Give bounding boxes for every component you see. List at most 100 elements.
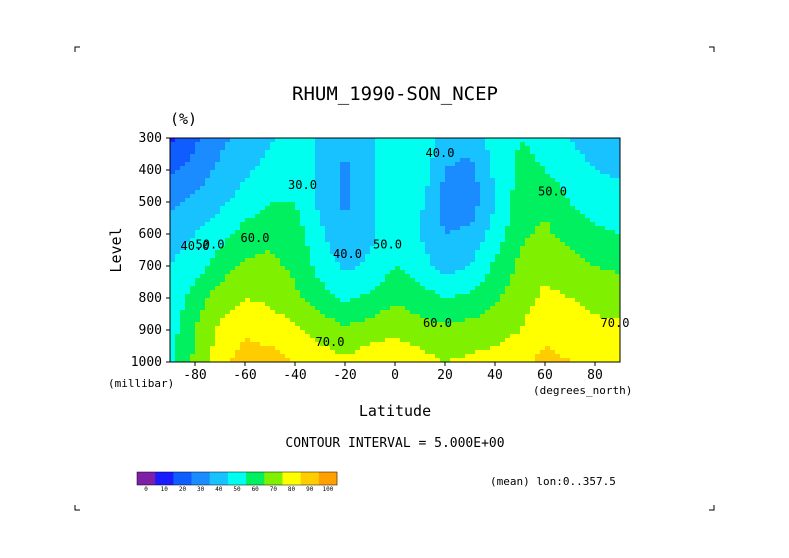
contour-cell: [590, 282, 596, 287]
contour-cell: [335, 238, 341, 243]
contour-cell: [590, 142, 596, 147]
contour-cell: [610, 150, 616, 155]
contour-cell: [210, 234, 216, 239]
contour-cell: [355, 238, 361, 243]
contour-cell: [345, 178, 351, 183]
contour-cell: [390, 274, 396, 279]
contour-cell: [570, 262, 576, 267]
contour-cell: [605, 282, 611, 287]
contour-cell: [310, 334, 316, 339]
contour-cell: [235, 334, 241, 339]
contour-cell: [520, 174, 526, 179]
contour-cell: [590, 146, 596, 151]
contour-cell: [460, 270, 466, 275]
contour-cell: [410, 262, 416, 267]
contour-cell: [295, 170, 301, 175]
contour-cell: [360, 174, 366, 179]
contour-cell: [300, 338, 306, 343]
contour-cell: [360, 290, 366, 295]
contour-cell: [225, 294, 231, 299]
contour-cell: [420, 174, 426, 179]
contour-cell: [220, 262, 226, 267]
contour-cell: [325, 142, 331, 147]
contour-cell: [190, 262, 196, 267]
contour-cell: [370, 254, 376, 259]
contour-cell: [560, 246, 566, 251]
contour-cell: [510, 154, 516, 159]
contour-cell: [360, 282, 366, 287]
contour-cell: [410, 258, 416, 263]
contour-cell: [210, 210, 216, 215]
contour-cell: [575, 186, 581, 191]
contour-cell: [210, 254, 216, 259]
contour-cell: [220, 142, 226, 147]
contour-cell: [245, 354, 251, 359]
contour-cell: [400, 226, 406, 231]
contour-cell: [530, 330, 536, 335]
contour-cell: [460, 210, 466, 215]
contour-cell: [250, 322, 256, 327]
contour-cell: [460, 246, 466, 251]
contour-cell: [565, 174, 571, 179]
contour-cell: [180, 242, 186, 247]
contour-cell: [390, 214, 396, 219]
contour-cell: [435, 294, 441, 299]
contour-cell: [250, 254, 256, 259]
contour-cell: [320, 242, 326, 247]
contour-cell: [425, 154, 431, 159]
contour-cell: [485, 146, 491, 151]
contour-cell: [270, 274, 276, 279]
contour-cell: [455, 190, 461, 195]
contour-cell: [215, 270, 221, 275]
contour-cell: [595, 294, 601, 299]
contour-cell: [225, 154, 231, 159]
contour-cell: [395, 246, 401, 251]
contour-cell: [255, 358, 261, 363]
contour-cell: [535, 350, 541, 355]
contour-cell: [290, 314, 296, 319]
contour-cell: [180, 162, 186, 167]
contour-cell: [340, 310, 346, 315]
contour-cell: [170, 294, 176, 299]
contour-cell: [540, 146, 546, 151]
contour-cell: [245, 270, 251, 275]
contour-cell: [440, 186, 446, 191]
contour-cell: [225, 226, 231, 231]
contour-cell: [185, 350, 191, 355]
contour-cell: [415, 330, 421, 335]
contour-cell: [615, 222, 621, 227]
contour-cell: [485, 154, 491, 159]
contour-cell: [545, 338, 551, 343]
contour-cell: [345, 266, 351, 271]
contour-cell: [290, 162, 296, 167]
contour-cell: [450, 158, 456, 163]
contour-cell: [570, 282, 576, 287]
contour-cell: [390, 202, 396, 207]
contour-cell: [280, 210, 286, 215]
contour-cell: [290, 174, 296, 179]
contour-cell: [555, 162, 561, 167]
contour-cell: [525, 214, 531, 219]
contour-cell: [420, 146, 426, 151]
contour-cell: [530, 286, 536, 291]
contour-cell: [610, 346, 616, 351]
contour-cell: [180, 330, 186, 335]
contour-cell: [440, 350, 446, 355]
contour-cell: [280, 318, 286, 323]
contour-cell: [570, 254, 576, 259]
contour-cell: [265, 146, 271, 151]
contour-cell: [205, 218, 211, 223]
contour-cell: [310, 194, 316, 199]
contour-cell: [320, 318, 326, 323]
contour-cell: [260, 202, 266, 207]
contour-cell: [595, 326, 601, 331]
contour-cell: [475, 246, 481, 251]
contour-cell: [410, 318, 416, 323]
contour-cell: [380, 142, 386, 147]
contour-cell: [280, 166, 286, 171]
contour-cell: [605, 186, 611, 191]
contour-cell: [205, 274, 211, 279]
contour-cell: [250, 182, 256, 187]
contour-cell: [245, 322, 251, 327]
contour-cell: [455, 342, 461, 347]
